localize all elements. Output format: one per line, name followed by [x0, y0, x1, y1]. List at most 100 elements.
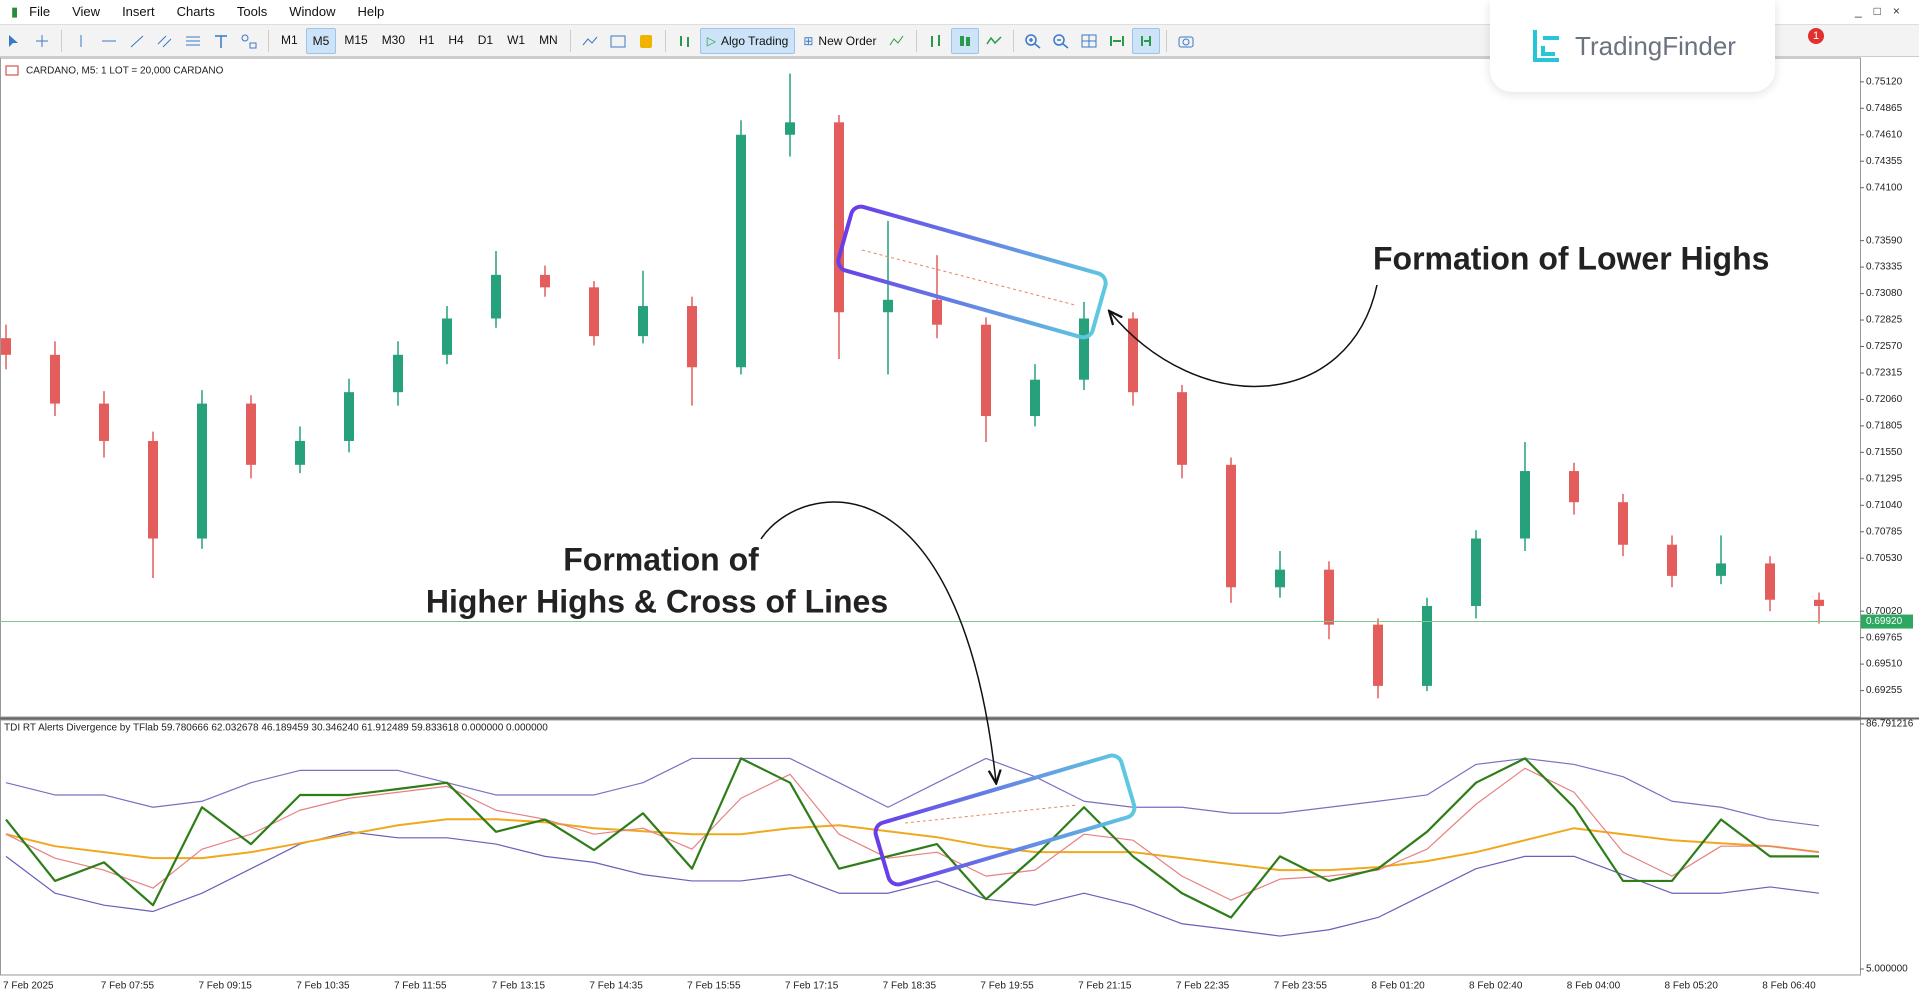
y-tick-label: 0.74865 [1866, 103, 1903, 114]
screenshot-icon[interactable] [1177, 33, 1195, 49]
tile-icon[interactable] [1080, 33, 1098, 49]
signal-icon[interactable] [888, 33, 906, 49]
indicator-title: TDI RT Alerts Divergence by TFlab 59.780… [4, 723, 548, 734]
trend-icon[interactable] [128, 33, 146, 49]
cursor-icon[interactable] [5, 33, 23, 49]
candle-body [1177, 392, 1187, 465]
y-tick-label: 0.71805 [1866, 421, 1903, 432]
menu-item[interactable]: Window [289, 4, 336, 19]
button-label: Algo Trading [720, 33, 789, 48]
highlight-box [836, 204, 1108, 340]
template-icon[interactable] [609, 33, 627, 49]
menu-bar: ▮ File View Insert Charts Tools Window Help [0, 0, 1919, 23]
menu-item[interactable]: Help [357, 4, 385, 19]
shapes-icon[interactable] [240, 33, 258, 49]
candle-body [981, 324, 991, 417]
window-controls[interactable]: _□× [1855, 4, 1912, 18]
new-order-button[interactable]: ⊞ New Order [803, 33, 877, 48]
candles-button[interactable] [951, 27, 980, 54]
channel-icon[interactable] [156, 33, 174, 49]
fibo-icon[interactable] [184, 33, 202, 49]
indicator-line [5, 767, 1820, 901]
y-tick-label: 0.71295 [1866, 473, 1903, 484]
chart-title: CARDANO, M5: 1 LOT = 20,000 CARDANO [26, 66, 224, 77]
text-icon[interactable] [212, 33, 230, 49]
menu-item[interactable]: File [29, 4, 51, 19]
x-tick-label: 8 Feb 06:40 [1762, 981, 1816, 992]
x-tick-label: 7 Feb 07:55 [101, 981, 155, 992]
candle-body [442, 318, 452, 355]
candle-body [1422, 605, 1432, 686]
bars-icon[interactable] [927, 33, 945, 49]
candle-body [834, 122, 844, 313]
y-tick-label: 5.000000 [1866, 964, 1908, 975]
x-tick-label: 7 Feb 15:55 [687, 981, 741, 992]
y-tick-label: 0.74355 [1866, 156, 1903, 167]
zoom-out-icon[interactable] [1052, 33, 1070, 49]
algo-trading-button[interactable]: ▷ Algo Trading [699, 27, 796, 54]
current-price-label: 0.69920 [1866, 616, 1903, 627]
x-tick-label: 8 Feb 04:00 [1567, 981, 1621, 992]
zoom-in-icon[interactable] [1024, 33, 1042, 49]
menu-item[interactable]: View [72, 4, 101, 19]
candle-body [1128, 318, 1138, 393]
candle-body [1667, 544, 1677, 576]
logo-icon [1533, 30, 1560, 62]
x-tick-label: 7 Feb 21:15 [1078, 981, 1132, 992]
timeframe-button[interactable]: M1 [281, 32, 298, 47]
annotation: Formation of [563, 541, 759, 577]
candle-body [197, 403, 207, 539]
indicator-line [5, 818, 1820, 872]
y-tick-label: 0.74100 [1866, 182, 1903, 193]
candle-body [785, 122, 795, 135]
y-tick-label: 0.69255 [1866, 685, 1903, 696]
candle-body [589, 287, 599, 337]
x-tick-label: 7 Feb 13:15 [492, 981, 546, 992]
notification-badge[interactable]: 1 [1808, 28, 1824, 44]
scroll-icon[interactable] [1108, 33, 1126, 49]
timeframe-button[interactable]: H1 [419, 32, 435, 47]
candle-body [491, 274, 501, 319]
y-tick-label: 0.71550 [1866, 447, 1903, 458]
candle-body [1618, 502, 1628, 545]
timeframe-button[interactable]: M15 [344, 32, 368, 47]
arrow [760, 501, 996, 782]
y-tick-label: 0.69510 [1866, 659, 1903, 670]
menu-item[interactable]: Charts [176, 4, 215, 19]
timeframe-button[interactable]: W1 [507, 32, 526, 47]
x-tick-label: 7 Feb 23:55 [1274, 981, 1328, 992]
annotation: Higher Highs & Cross of Lines [426, 583, 888, 619]
line-icon[interactable] [100, 33, 118, 49]
x-tick-label: 7 Feb 19:55 [980, 981, 1034, 992]
candle-body [540, 274, 550, 288]
indicator-line [5, 757, 1820, 827]
timeframe-button[interactable]: H4 [448, 32, 464, 47]
candle-body [1, 338, 11, 355]
shift-button[interactable] [1132, 27, 1161, 54]
x-tick-label: 7 Feb 18:35 [883, 981, 937, 992]
trade-icon[interactable] [676, 33, 694, 49]
timeframe-button[interactable]: D1 [477, 32, 494, 47]
menu-item[interactable]: Tools [236, 4, 268, 19]
chart-type-icon[interactable] [581, 33, 599, 49]
timeframe-button[interactable]: MN [539, 32, 558, 47]
candle-body [295, 440, 305, 465]
annotations: Formation of Lower Highs Formation of Hi… [426, 204, 1769, 887]
candle-body [932, 299, 942, 325]
button-label: New Order [818, 33, 877, 48]
coin-icon[interactable] [637, 33, 655, 49]
menu-item[interactable]: Insert [122, 4, 155, 19]
candle-body [1471, 538, 1481, 606]
y-tick-label: 0.70530 [1866, 553, 1903, 564]
x-tick-label: 7 Feb 09:15 [198, 981, 252, 992]
candle-body [50, 354, 60, 404]
annotation: Formation of Lower Highs [1373, 240, 1769, 276]
timeframe-button[interactable]: M30 [381, 32, 406, 47]
timeframe-button[interactable]: M5 [305, 27, 337, 54]
crosshair-icon[interactable] [33, 33, 51, 49]
y-tick-label: 0.73590 [1866, 235, 1903, 246]
line-icon[interactable] [72, 33, 90, 49]
candle-body [1814, 599, 1824, 606]
line-chart-icon[interactable] [985, 33, 1003, 49]
